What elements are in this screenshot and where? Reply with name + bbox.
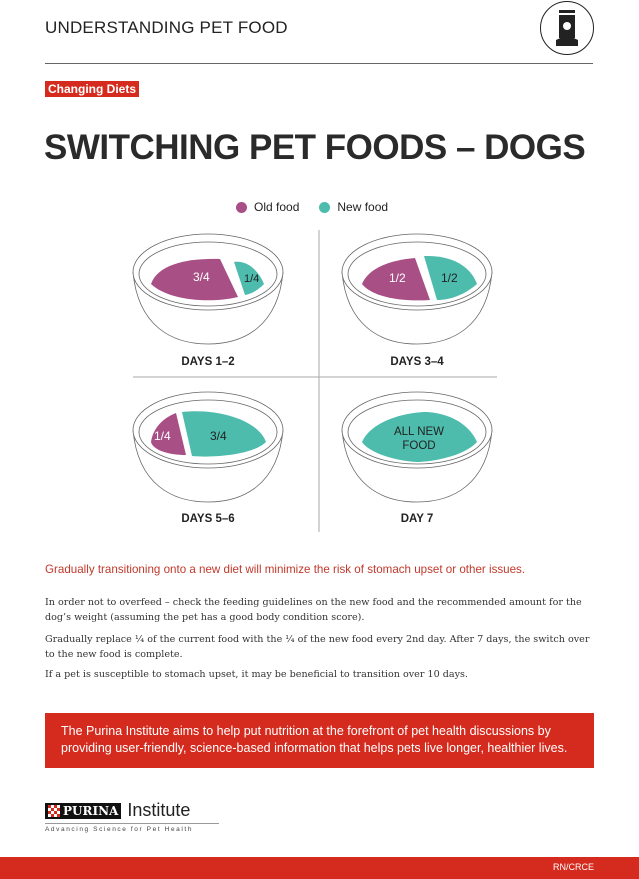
bowl-label: DAYS 3–4 <box>390 356 444 368</box>
logo-name: Institute <box>127 800 191 820</box>
logo-brand: PURINA <box>63 803 119 818</box>
bowl-day-7: ALL NEW FOOD DAY 7 <box>341 391 493 525</box>
bowl-label: DAY 7 <box>401 513 434 525</box>
old-food-portion <box>151 413 186 455</box>
bowl-days-3-4: 1/2 1/2 DAYS 3–4 <box>341 233 493 368</box>
legend-old: Old food <box>236 200 299 214</box>
old-fraction: 1/2 <box>389 271 406 285</box>
new-label-line1: ALL NEW <box>394 426 444 438</box>
old-food-portion <box>151 258 238 301</box>
legend-old-label: Old food <box>254 200 300 214</box>
new-food-portion <box>362 412 477 462</box>
footer-code: RN/CRCE <box>552 862 594 872</box>
legend-new: New food <box>319 200 388 214</box>
new-food-swatch <box>319 201 331 213</box>
bowl-days-1-2: 3/4 1/4 DAYS 1–2 <box>132 233 284 368</box>
checkerboard-icon <box>48 804 60 817</box>
old-food-portion <box>362 258 430 301</box>
legend-new-label: New food <box>337 200 389 214</box>
bowl-days-5-6: 1/4 3/4 DAYS 5–6 <box>132 391 284 525</box>
footer-bar: RN/CRCE <box>0 857 639 879</box>
feeding-schedule-illustration: 3/4 1/4 DAYS 1–2 1/2 1/2 DAYS 3–4 1/4 3/… <box>132 230 497 532</box>
paragraph: If a pet is susceptible to stomach upset… <box>45 669 468 680</box>
paragraph: Gradually replace ¼ of the current food … <box>45 634 590 660</box>
header-title: UNDERSTANDING PET FOOD <box>45 18 288 37</box>
new-fraction: 3/4 <box>210 429 227 443</box>
old-food-swatch <box>236 201 247 213</box>
page-title: SWITCHING PET FOODS – DOGS <box>44 128 586 167</box>
new-food-portion <box>182 411 266 457</box>
new-label-line2: FOOD <box>402 440 435 452</box>
pet-food-bag-icon <box>540 1 594 55</box>
new-food-portion <box>234 261 264 295</box>
new-food-portion <box>424 255 477 300</box>
logo-tagline: Advancing Science for Pet Health <box>45 823 219 833</box>
old-fraction: 1/4 <box>154 429 171 443</box>
mission-banner: The Purina Institute aims to help put nu… <box>45 713 594 768</box>
legend: Old food New food <box>236 200 388 214</box>
paragraph: In order not to overfeed – check the fee… <box>45 597 582 623</box>
category-badge: Changing Diets <box>45 81 140 97</box>
bowl-label: DAYS 5–6 <box>181 513 234 525</box>
header-divider <box>45 63 593 64</box>
new-fraction: 1/2 <box>441 271 458 285</box>
new-fraction: 1/4 <box>244 273 259 285</box>
purina-institute-logo: PURINA Institute Advancing Science for P… <box>45 800 219 833</box>
lead-text: Gradually transitioning onto a new diet … <box>45 563 526 576</box>
bowl-label: DAYS 1–2 <box>181 356 234 368</box>
old-fraction: 3/4 <box>193 270 210 284</box>
